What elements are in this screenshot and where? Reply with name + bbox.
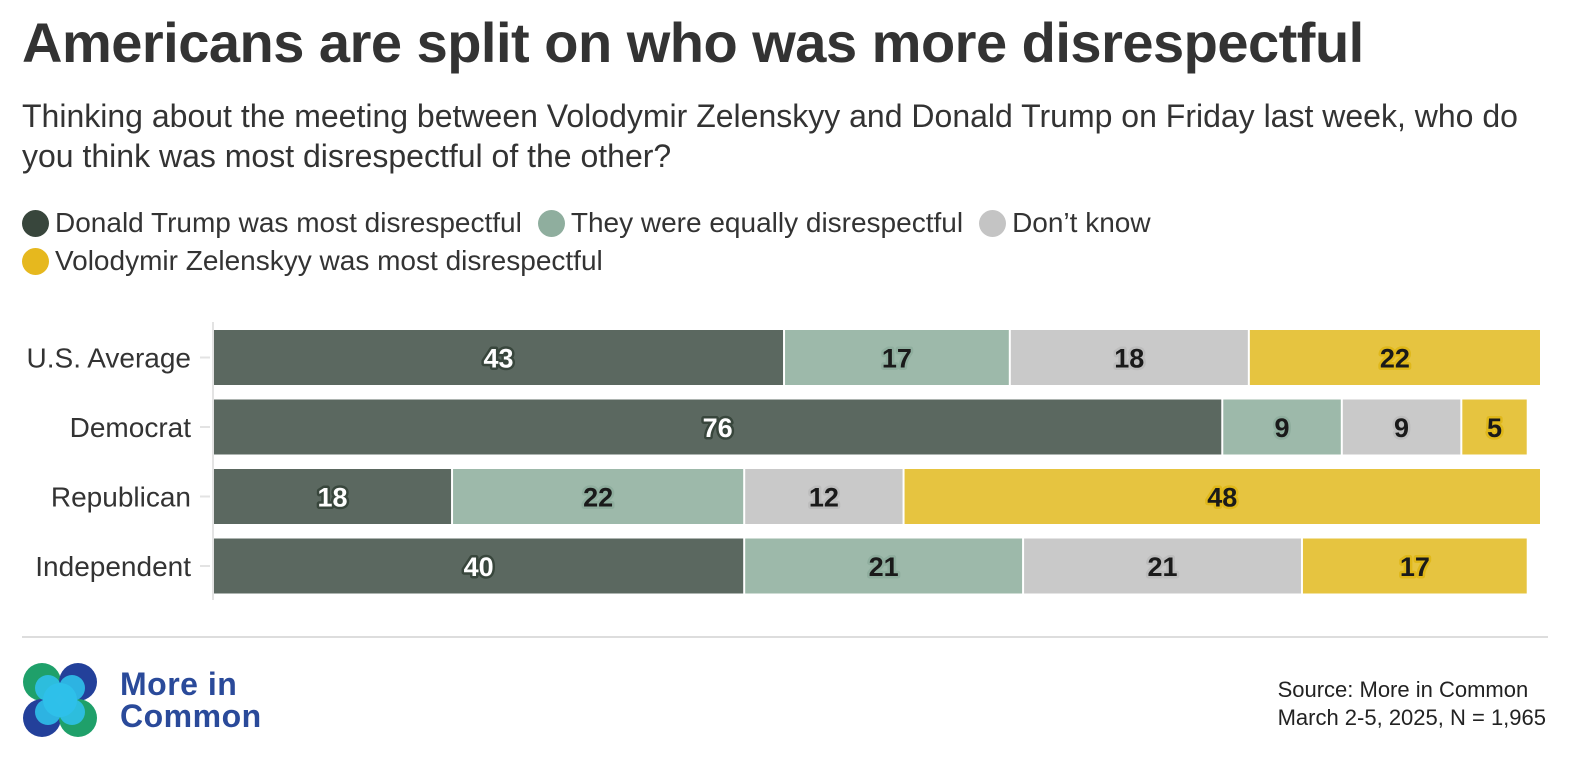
legend-item-zelenskyy: Volodymir Zelenskyy was most disrespectf… [22, 242, 603, 280]
bar-independent-series-1 [745, 538, 1023, 594]
legend-item-dont-know: Don’t know [979, 204, 1151, 242]
data-label-democrat-series-1: 9 [1275, 413, 1290, 443]
bar-independent-series-3 [1302, 538, 1527, 594]
source-note: Source: More in Common March 2-5, 2025, … [1278, 676, 1546, 732]
data-label-u-s-average-series-2: 18 [1114, 344, 1144, 374]
bar-republican-series-3 [904, 469, 1540, 524]
y-tick-label-democrat: Democrat [70, 412, 192, 443]
legend-item-equal: They were equally disrespectful [537, 204, 964, 242]
data-label-independent-series-3: 17 [1400, 552, 1430, 582]
chart-legend: Donald Trump was most disrespectful They… [22, 204, 1322, 280]
bar-democrat-series-0 [214, 399, 1222, 455]
chart-subtitle: Thinking about the meeting between Volod… [22, 98, 1518, 174]
bar-u-s-average-series-2 [1010, 330, 1248, 385]
legend-label-trump: Donald Trump was most disrespectful [55, 207, 522, 238]
data-label-independent-series-0: 40 [464, 552, 494, 582]
bar-republican-series-2 [745, 469, 903, 524]
data-label-u-s-average-series-0: 43 [483, 344, 513, 374]
bar-independent-series-0 [214, 538, 744, 594]
data-label-republican-series-0: 18 [317, 483, 347, 513]
stacked-bar-chart: U.S. Average 43 17 18 22 Democrat 76 9 9 5 Republi… [27, 322, 1540, 600]
bar-independent-series-2 [1024, 538, 1301, 594]
bar-democrat-series-3 [1462, 399, 1527, 455]
data-label-democrat-series-3: 5 [1487, 413, 1502, 443]
legend-swatch-trump [22, 209, 49, 237]
data-label-independent-series-1: 21 [869, 552, 899, 582]
y-tick-label-u-s-average: U.S. Average [27, 343, 191, 374]
footer-divider [22, 636, 1548, 638]
source-line-1: Source: More in Common [1277, 677, 1529, 702]
data-label-republican-series-1: 22 [583, 483, 613, 513]
bar-u-s-average-series-3 [1249, 330, 1540, 385]
data-label-republican-series-3: 48 [1207, 483, 1237, 513]
bar-republican-series-0 [214, 469, 452, 524]
data-label-democrat-series-2: 9 [1394, 413, 1409, 443]
brand-line-2: Common [120, 698, 262, 734]
bar-democrat-series-2 [1342, 399, 1461, 455]
legend-label-equal: They were equally disrespectful [570, 207, 964, 238]
bar-democrat-series-1 [1223, 399, 1341, 455]
data-label-democrat-series-0: 76 [703, 413, 733, 443]
data-label-u-s-average-series-1: 17 [882, 344, 912, 374]
chart-title: Americans are split on who was more disr… [22, 11, 1364, 74]
legend-swatch-equal [537, 209, 565, 237]
data-label-u-s-average-series-3: 22 [1380, 344, 1410, 374]
legend-label-dont-know: Don’t know [1012, 207, 1151, 238]
y-tick-label-republican: Republican [51, 482, 191, 513]
more-in-common-logo-icon [23, 663, 97, 737]
y-tick-label-independent: Independent [35, 551, 191, 582]
brand-line-1: More in [120, 666, 238, 702]
source-line-2: March 2-5, 2025, N = 1,965 [1277, 705, 1546, 730]
legend-item-trump: Donald Trump was most disrespectful [22, 204, 522, 242]
bar-u-s-average-series-1 [785, 330, 1009, 385]
legend-swatch-zelenskyy [22, 247, 49, 275]
bar-republican-series-1 [453, 469, 744, 524]
legend-label-zelenskyy: Volodymir Zelenskyy was most disrespectf… [55, 245, 603, 276]
bar-u-s-average-series-0 [214, 330, 784, 385]
brand-name: More in Common [120, 668, 262, 732]
data-label-republican-series-2: 12 [809, 483, 839, 513]
legend-swatch-dont-know [979, 209, 1007, 237]
data-label-independent-series-2: 21 [1147, 552, 1177, 582]
